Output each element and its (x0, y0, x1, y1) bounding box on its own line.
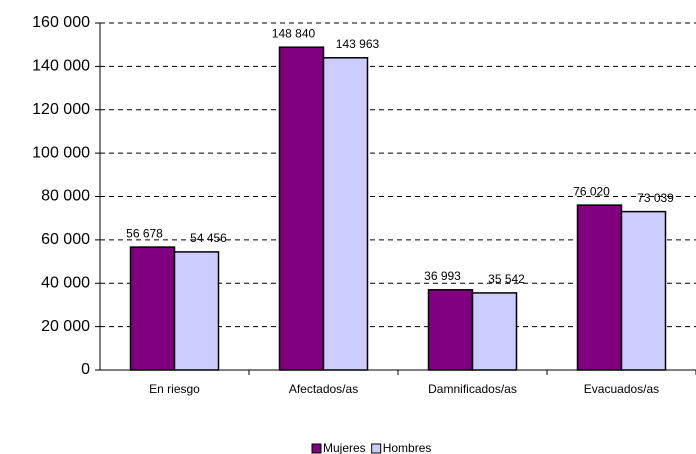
value-label: 73 039 (637, 191, 674, 205)
bar (129, 246, 176, 371)
bar (471, 292, 518, 371)
value-label: 76 020 (573, 184, 610, 198)
value-label: 143 963 (336, 37, 380, 51)
y-tick-label: 120 000 (32, 101, 90, 118)
value-label: 56 678 (126, 226, 163, 240)
y-tick-label: 0 (81, 361, 90, 378)
legend-label: Mujeres (323, 441, 366, 454)
value-label: 148 840 (272, 26, 316, 40)
y-tick-label: 20 000 (41, 318, 90, 335)
legend-label: Hombres (383, 441, 432, 454)
y-tick-label: 100 000 (32, 144, 90, 161)
bar (173, 251, 220, 371)
x-tick-label: Evacuados/as (584, 382, 659, 396)
y-tick-label: 80 000 (41, 188, 90, 205)
x-tick-label: Damnificados/as (428, 382, 517, 396)
x-tick-label: En riesgo (149, 382, 200, 396)
value-label: 35 542 (488, 272, 525, 286)
bar (620, 210, 667, 371)
bar (322, 57, 369, 371)
y-tick-label: 60 000 (41, 231, 90, 248)
y-tick-label: 160 000 (32, 14, 90, 31)
bar (278, 46, 325, 371)
bar (427, 289, 474, 371)
value-label: 54 456 (190, 231, 227, 245)
value-label: 36 993 (424, 269, 461, 283)
y-tick-label: 40 000 (41, 274, 90, 291)
bar (576, 204, 623, 371)
y-tick-label: 140 000 (32, 58, 90, 75)
legend-swatch (371, 443, 382, 454)
legend-swatch (311, 443, 322, 454)
x-tick-label: Afectados/as (289, 382, 358, 396)
